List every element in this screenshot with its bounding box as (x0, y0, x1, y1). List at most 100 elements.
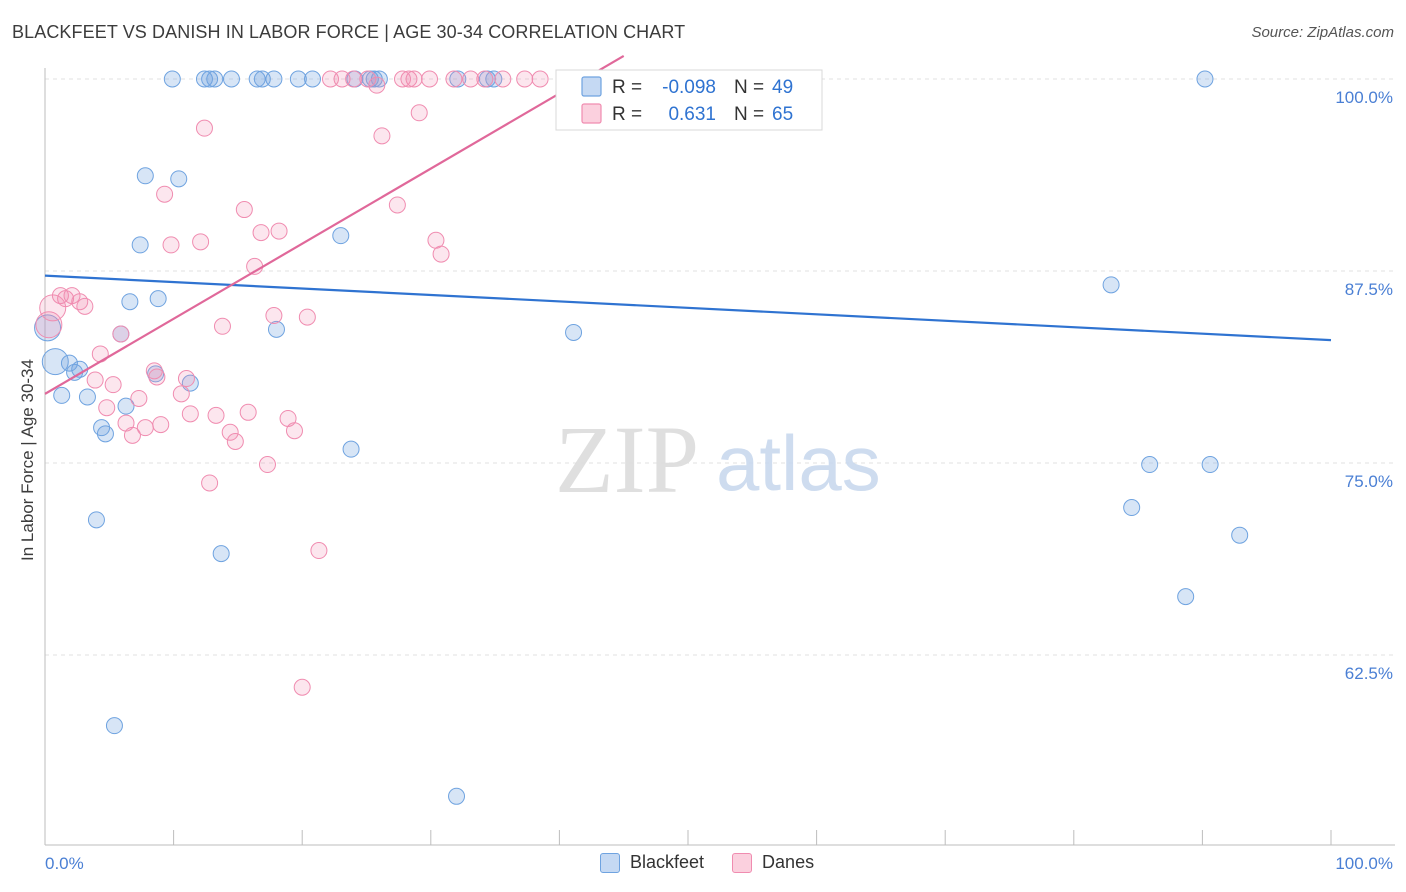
blackfeet-point-44 (1102, 276, 1120, 294)
blackfeet-point-6 (78, 388, 96, 406)
danes-point-29 (221, 423, 239, 441)
watermark: ZIP atlas (555, 406, 881, 513)
legend-n-label-2: N = (734, 104, 764, 125)
danes-point-23 (181, 405, 199, 423)
blackfeet-point-12 (117, 397, 135, 415)
danes-point-13 (123, 426, 141, 444)
danes-point-7 (86, 371, 104, 389)
legend-item-danes[interactable]: Danes (732, 852, 814, 873)
danes-point-62 (531, 70, 549, 88)
danes-points (35, 70, 808, 696)
danes-point-58 (462, 70, 480, 88)
x-tick-labels: 0.0% 100.0% (45, 854, 1393, 873)
blackfeet-point-46 (1141, 456, 1159, 474)
danes-point-37 (270, 222, 288, 240)
blackfeet-point-19 (170, 170, 188, 188)
trend-lines (44, 55, 1332, 395)
source-label: Source: ZipAtlas.com (1251, 24, 1394, 41)
legend-item-blackfeet[interactable]: Blackfeet (600, 852, 704, 873)
danes-point-39 (285, 422, 303, 440)
blackfeet-point-21 (195, 70, 213, 88)
y-tick-label-1: 75.0% (1345, 472, 1393, 491)
danes-trend-line (44, 55, 625, 395)
watermark-atlas: atlas (716, 419, 881, 507)
legend-r-value-2: 0.631 (668, 104, 716, 125)
legend-n-label-1: N = (734, 77, 764, 98)
blackfeet-point-7 (87, 511, 105, 529)
blackfeet-point-0 (34, 314, 62, 342)
danes-point-26 (201, 474, 219, 492)
blackfeet-point-13 (121, 293, 139, 311)
danes-point-56 (432, 245, 450, 263)
danes-point-22 (177, 370, 195, 388)
danes-point-5 (71, 293, 89, 311)
blackfeet-point-43 (565, 323, 583, 341)
blackfeet-point-33 (342, 440, 360, 458)
x-tick-label-0: 0.0% (45, 854, 84, 873)
danes-point-30 (226, 432, 244, 450)
blackfeet-point-22 (201, 70, 219, 88)
danes-point-36 (265, 307, 283, 325)
legend-r-label-2: R = (612, 104, 642, 125)
y-tick-labels: 62.5% 75.0% 87.5% 100.0% (1335, 88, 1393, 683)
watermark-zip: ZIP (555, 406, 699, 513)
danes-point-32 (239, 403, 257, 421)
danes-point-46 (359, 70, 377, 88)
blackfeet-point-49 (1201, 456, 1219, 474)
blackfeet-point-32 (332, 227, 350, 245)
danes-point-14 (130, 389, 148, 407)
blackfeet-point-48 (1196, 70, 1214, 88)
blackfeet-point-45 (1123, 499, 1141, 517)
danes-point-35 (258, 456, 276, 474)
danes-point-59 (476, 70, 494, 88)
legend-r-label-1: R = (612, 77, 642, 98)
danes-point-31 (235, 201, 253, 219)
legend-r-value-1: -0.098 (662, 77, 716, 98)
danes-point-52 (405, 70, 423, 88)
blackfeet-point-18 (163, 70, 181, 88)
blackfeet-point-26 (248, 70, 266, 88)
danes-point-53 (410, 104, 428, 122)
danes-point-24 (192, 233, 210, 251)
danes-point-47 (368, 76, 386, 94)
danes-point-48 (373, 127, 391, 145)
blackfeet-point-29 (267, 320, 285, 338)
danes-point-18 (152, 416, 170, 434)
danes-point-41 (298, 308, 316, 326)
danes-point-57 (445, 70, 463, 88)
blackfeet-point-10 (105, 717, 123, 735)
legend-n-value-1: 49 (772, 77, 793, 98)
danes-point-50 (394, 70, 412, 88)
blackfeet-point-15 (136, 167, 154, 185)
y-tick-label-0: 62.5% (1345, 664, 1393, 683)
danes-point-42 (310, 542, 328, 560)
danes-point-19 (156, 185, 174, 203)
blackfeet-point-30 (289, 70, 307, 88)
legend-label-blackfeet: Blackfeet (630, 852, 705, 872)
blackfeet-point-25 (222, 70, 240, 88)
y-tick-label-3: 100.0% (1335, 88, 1393, 107)
danes-point-10 (104, 376, 122, 394)
danes-point-34 (252, 224, 270, 242)
blackfeet-point-2 (53, 386, 71, 404)
blackfeet-point-24 (212, 545, 230, 563)
blackfeet-point-14 (131, 236, 149, 254)
danes-point-45 (345, 70, 363, 88)
danes-point-28 (213, 317, 231, 335)
blackfeet-point-28 (265, 70, 283, 88)
danes-point-25 (195, 119, 213, 137)
legend-swatch-danes (581, 103, 602, 124)
series-legend: Blackfeet Danes (600, 852, 832, 873)
blackfeet-trend-line (44, 274, 1332, 342)
correlation-legend: R = -0.098 N = 49 R = 0.631 N = 65 (555, 69, 823, 131)
legend-swatch-danes-bottom (732, 852, 753, 873)
blackfeet-point-9 (96, 425, 114, 443)
danes-point-40 (293, 678, 311, 696)
danes-point-2 (51, 287, 69, 305)
axes (44, 68, 1395, 846)
x-tick-label-1: 100.0% (1335, 854, 1393, 873)
blackfeet-point-27 (253, 70, 271, 88)
blackfeet-point-17 (149, 290, 167, 308)
danes-point-51 (400, 70, 418, 88)
blackfeet-point-31 (303, 70, 321, 88)
